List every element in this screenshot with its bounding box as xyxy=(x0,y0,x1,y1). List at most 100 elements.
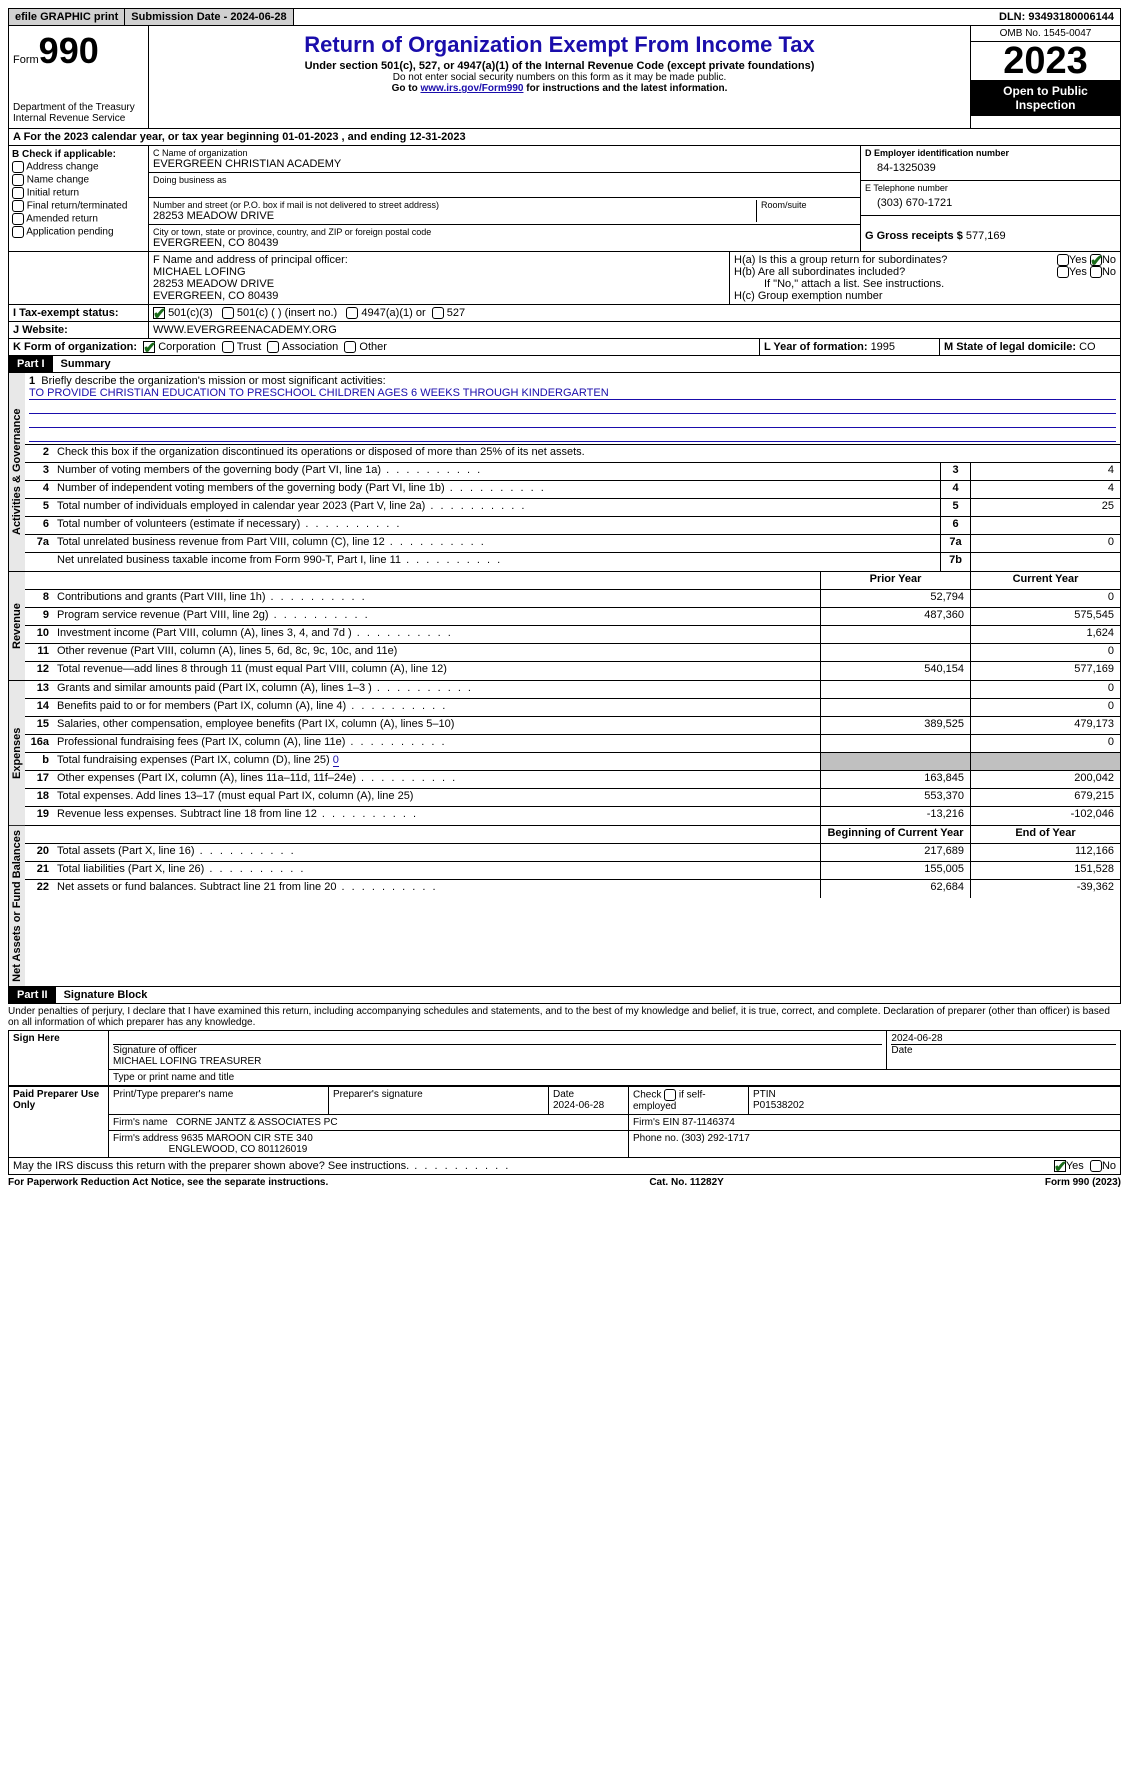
info-block: B Check if applicable: Address change Na… xyxy=(8,146,1121,252)
ssn-note: Do not enter social security numbers on … xyxy=(157,72,962,83)
form-header: Form990 Department of the Treasury Inter… xyxy=(8,26,1121,129)
firm-addr1: 9635 MAROON CIR STE 340 xyxy=(181,1133,313,1144)
val-l21c: 151,528 xyxy=(970,862,1120,879)
dept-label: Department of the Treasury Internal Reve… xyxy=(13,102,144,124)
checkbox-discuss-no[interactable] xyxy=(1090,1160,1102,1172)
val-l8c: 0 xyxy=(970,590,1120,607)
val-l20p: 217,689 xyxy=(820,844,970,861)
efile-button[interactable]: efile GRAPHIC print xyxy=(9,9,125,25)
val-l12c: 577,169 xyxy=(970,662,1120,680)
perjury-text: Under penalties of perjury, I declare th… xyxy=(8,1004,1121,1030)
val-l18p: 553,370 xyxy=(820,789,970,806)
checkbox-501c3[interactable] xyxy=(153,307,165,319)
box-e: E Telephone number (303) 670-1721 xyxy=(861,181,1120,216)
dln: DLN: 93493180006144 xyxy=(993,9,1120,25)
val-l10p xyxy=(820,626,970,643)
ein: 84-1325039 xyxy=(865,158,1116,178)
val-l11p xyxy=(820,644,970,661)
checkbox-address-change[interactable] xyxy=(12,161,24,173)
val-l19c: -102,046 xyxy=(970,807,1120,825)
checkbox-initial-return[interactable] xyxy=(12,187,24,199)
checkbox-amended[interactable] xyxy=(12,213,24,225)
val-l11c: 0 xyxy=(970,644,1120,661)
block-fh: F Name and address of principal officer:… xyxy=(8,252,1121,305)
submission-date: Submission Date - 2024-06-28 xyxy=(125,9,293,25)
checkbox-501c[interactable] xyxy=(222,307,234,319)
checkbox-ha-yes[interactable] xyxy=(1057,254,1069,266)
mission-text: TO PROVIDE CHRISTIAN EDUCATION TO PRESCH… xyxy=(29,387,1116,400)
val-l13c: 0 xyxy=(970,681,1120,698)
val-l19p: -13,216 xyxy=(820,807,970,825)
val-l20c: 112,166 xyxy=(970,844,1120,861)
val-l17p: 163,845 xyxy=(820,771,970,788)
row-i: I Tax-exempt status: 501(c)(3) 501(c) ( … xyxy=(8,305,1121,322)
val-l5: 25 xyxy=(970,499,1120,516)
part2-header: Part IISignature Block xyxy=(8,987,1121,1004)
paid-preparer-table: Paid Preparer Use Only Print/Type prepar… xyxy=(8,1086,1121,1158)
form-subtitle: Under section 501(c), 527, or 4947(a)(1)… xyxy=(157,60,962,72)
firm-phone: (303) 292-1717 xyxy=(681,1133,749,1144)
val-l15c: 479,173 xyxy=(970,717,1120,734)
checkbox-app-pending[interactable] xyxy=(12,226,24,238)
row-klm: K Form of organization: Corporation Trus… xyxy=(8,339,1121,356)
firm-name: CORNE JANTZ & ASSOCIATES PC xyxy=(176,1117,338,1128)
val-l22p: 62,684 xyxy=(820,880,970,898)
val-l21p: 155,005 xyxy=(820,862,970,879)
goto-note: Go to www.irs.gov/Form990 for instructio… xyxy=(157,83,962,94)
irs-link[interactable]: www.irs.gov/Form990 xyxy=(420,83,523,94)
org-name: EVERGREEN CHRISTIAN ACADEMY xyxy=(153,158,856,170)
org-city: EVERGREEN, CO 80439 xyxy=(153,237,856,249)
checkbox-527[interactable] xyxy=(432,307,444,319)
val-l15p: 389,525 xyxy=(820,717,970,734)
year-formation: 1995 xyxy=(871,341,895,353)
val-l17c: 200,042 xyxy=(970,771,1120,788)
val-l13p xyxy=(820,681,970,698)
val-l10c: 1,624 xyxy=(970,626,1120,643)
val-l22c: -39,362 xyxy=(970,880,1120,898)
val-l16ap xyxy=(820,735,970,752)
checkbox-final-return[interactable] xyxy=(12,200,24,212)
val-l9c: 575,545 xyxy=(970,608,1120,625)
form-title: Return of Organization Exempt From Incom… xyxy=(157,32,962,58)
val-l6 xyxy=(970,517,1120,534)
sign-date: 2024-06-28 xyxy=(891,1033,1116,1044)
org-street: 28253 MEADOW DRIVE xyxy=(153,210,756,222)
checkbox-ha-no[interactable] xyxy=(1090,254,1102,266)
checkbox-trust[interactable] xyxy=(222,341,234,353)
part1-header: Part ISummary xyxy=(8,356,1121,373)
sign-here-table: Sign Here Signature of officer MICHAEL L… xyxy=(8,1030,1121,1086)
checkbox-hb-yes[interactable] xyxy=(1057,266,1069,278)
val-l16b: 0 xyxy=(333,754,339,767)
val-l12p: 540,154 xyxy=(820,662,970,680)
website: WWW.EVERGREENACADEMY.ORG xyxy=(149,322,1120,338)
checkbox-hb-no[interactable] xyxy=(1090,266,1102,278)
prep-date: 2024-06-28 xyxy=(553,1100,604,1111)
val-l14p xyxy=(820,699,970,716)
top-bar: efile GRAPHIC print Submission Date - 20… xyxy=(8,8,1121,26)
val-l4: 4 xyxy=(970,481,1120,498)
checkbox-self-employed[interactable] xyxy=(664,1089,676,1101)
val-l9p: 487,360 xyxy=(820,608,970,625)
checkbox-discuss-yes[interactable] xyxy=(1054,1160,1066,1172)
officer-signature: MICHAEL LOFING TREASURER xyxy=(113,1056,882,1067)
val-l7b xyxy=(970,553,1120,571)
checkbox-name-change[interactable] xyxy=(12,174,24,186)
grid-revenue: Revenue Prior YearCurrent Year 8Contribu… xyxy=(8,572,1121,681)
gross-receipts: 577,169 xyxy=(966,230,1006,242)
box-g: G Gross receipts $ 577,169 xyxy=(861,216,1120,244)
grid-governance: Activities & Governance 1 Briefly descri… xyxy=(8,373,1121,572)
checkbox-corp[interactable] xyxy=(143,341,155,353)
row-j: J Website: WWW.EVERGREENACADEMY.ORG xyxy=(8,322,1121,339)
page-footer: For Paperwork Reduction Act Notice, see … xyxy=(8,1175,1121,1188)
checkbox-4947[interactable] xyxy=(346,307,358,319)
phone: (303) 670-1721 xyxy=(865,193,1116,213)
open-inspection: Open to Public Inspection xyxy=(971,80,1120,116)
checkbox-other[interactable] xyxy=(344,341,356,353)
val-l16ac: 0 xyxy=(970,735,1120,752)
val-l18c: 679,215 xyxy=(970,789,1120,806)
vtab-netassets: Net Assets or Fund Balances xyxy=(9,826,25,986)
box-b: B Check if applicable: Address change Na… xyxy=(9,146,149,251)
ptin: P01538202 xyxy=(753,1100,804,1111)
checkbox-assoc[interactable] xyxy=(267,341,279,353)
section-a: A For the 2023 calendar year, or tax yea… xyxy=(8,129,1121,146)
